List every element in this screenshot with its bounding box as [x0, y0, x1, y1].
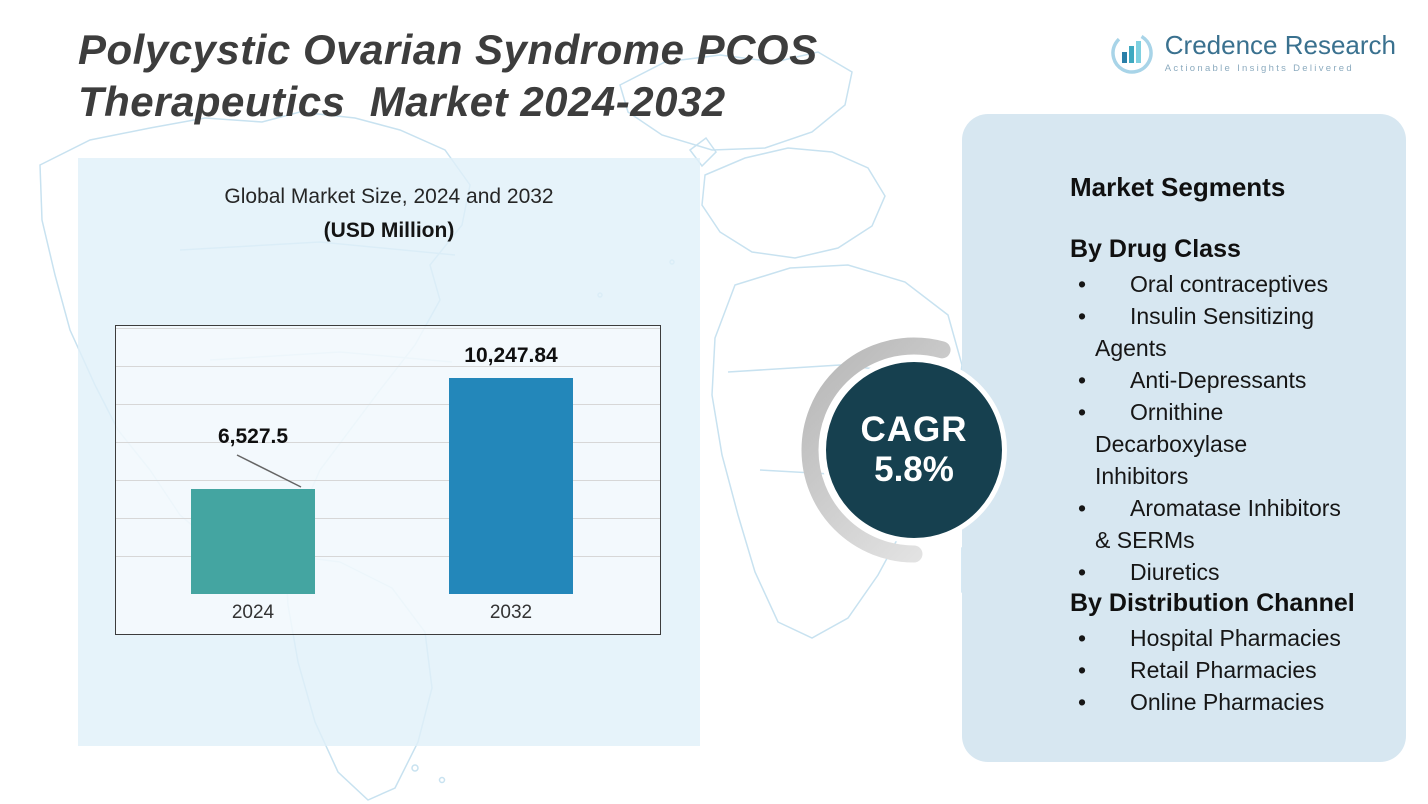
drug-class-list: Oral contraceptives Insulin Sensitizing …	[1070, 268, 1396, 588]
value-label-2032: 10,247.84	[464, 344, 558, 368]
cagr-label: CAGR	[860, 410, 968, 449]
list-item: Diuretics	[1070, 556, 1396, 588]
credence-research-logo: Credence Research Actionable Insights De…	[1109, 30, 1396, 81]
page-title-line-2: Therapeutics Market 2024-2032	[78, 78, 726, 125]
value-label-2024: 6,527.5	[217, 424, 289, 448]
bar-2024: 6,527.5	[191, 425, 315, 594]
list-item: Ornithine Decarboxylase Inhibitors	[1070, 396, 1396, 492]
x-axis-label-2024: 2024	[231, 602, 275, 623]
cagr-badge: CAGR 5.8%	[821, 357, 1007, 543]
chart-subtitle: (USD Million)	[323, 219, 455, 242]
bar-chart-circle-icon	[1109, 30, 1155, 81]
bar-chart: 6,527.5 10,247.84 2024 2032	[115, 325, 661, 635]
leader-line	[236, 454, 302, 488]
list-item: Insulin Sensitizing Agents	[1070, 300, 1396, 364]
cagr-badge-group: CAGR 5.8%	[790, 332, 1040, 582]
page-title: Polycystic Ovarian Syndrome PCOS Therape…	[78, 24, 818, 128]
chart-title: Global Market Size, 2024 and 2032	[224, 185, 554, 208]
segments-title: Market Segments	[1070, 172, 1286, 202]
segments-heading-distribution-channel: By Distribution Channel	[1070, 589, 1355, 617]
distribution-channel-list: Hospital Pharmacies Retail Pharmacies On…	[1070, 622, 1396, 718]
segments-heading-drug-class: By Drug Class	[1070, 235, 1241, 263]
market-size-chart-panel: Global Market Size, 2024 and 2032 (USD M…	[78, 158, 700, 746]
cagr-value: 5.8%	[874, 450, 954, 489]
crescent-decoration	[801, 337, 1027, 563]
list-item: Hospital Pharmacies	[1070, 622, 1396, 654]
list-item: Oral contraceptives	[1070, 268, 1396, 300]
bar-2032: 10,247.84	[449, 344, 573, 594]
logo-tagline: Actionable Insights Delivered	[1164, 63, 1354, 74]
list-item: Online Pharmacies	[1070, 686, 1396, 718]
bar-chart-plot-area: 6,527.5 10,247.84	[116, 326, 660, 594]
market-segments-panel: Market Segments By Drug Class Oral contr…	[962, 114, 1406, 762]
page-title-line-1: Polycystic Ovarian Syndrome PCOS	[78, 26, 818, 73]
logo-brand-text: Credence Research	[1164, 30, 1396, 60]
list-item: Anti-Depressants	[1070, 364, 1396, 396]
list-item: Aromatase Inhibitors & SERMs	[1070, 492, 1396, 556]
list-item: Retail Pharmacies	[1070, 654, 1396, 686]
x-axis-label-2032: 2032	[489, 602, 533, 623]
